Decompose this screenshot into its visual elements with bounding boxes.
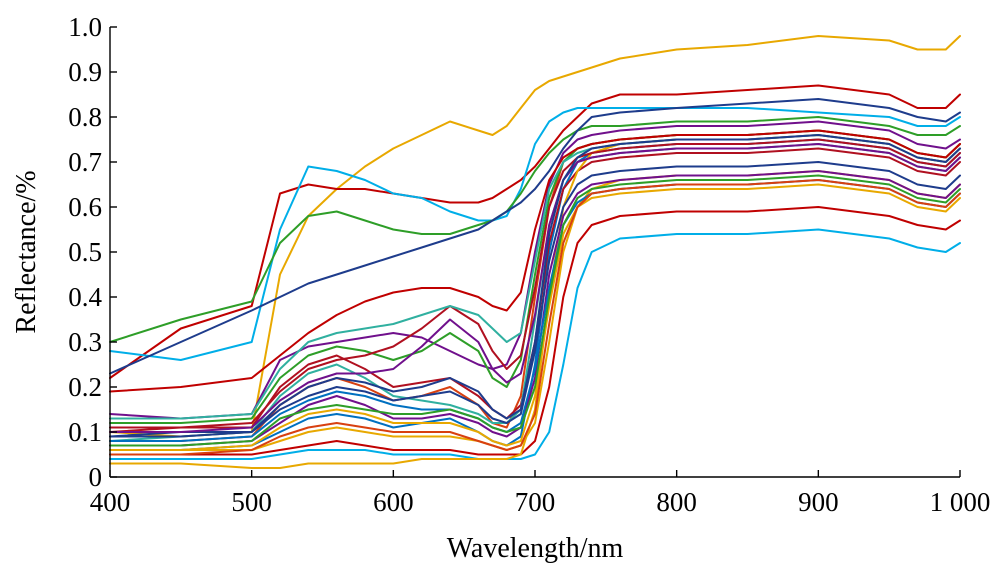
series-line-18	[109, 138, 961, 429]
series-line-1	[109, 35, 961, 438]
x-tick-label: 900	[798, 487, 839, 517]
y-tick-label: 0	[89, 462, 103, 492]
y-tick-label: 0.5	[68, 237, 102, 267]
y-tick-label: 0.2	[68, 372, 102, 402]
x-tick-label: 1 000	[930, 487, 991, 517]
series-line-23	[109, 143, 961, 433]
series-line-2	[109, 84, 961, 379]
series-line-24	[109, 174, 961, 447]
series-line-22	[109, 183, 961, 451]
x-tick-label: 600	[373, 487, 414, 517]
y-tick-label: 0.8	[68, 102, 102, 132]
series-line-5	[109, 98, 961, 375]
series-line-16	[109, 161, 961, 438]
series-lines	[109, 35, 961, 469]
y-tick-label: 0.6	[68, 192, 102, 222]
series-line-4	[109, 116, 961, 343]
x-tick-label: 800	[656, 487, 697, 517]
y-tick-label: 1.0	[68, 12, 102, 42]
y-tick-label: 0.3	[68, 327, 102, 357]
y-tick-label: 0.9	[68, 57, 102, 87]
x-axis-title: Wavelength/nm	[447, 533, 624, 564]
x-tick-label: 700	[515, 487, 556, 517]
x-tick-label: 400	[90, 487, 131, 517]
series-line-3	[109, 107, 961, 361]
series-line-26	[109, 179, 961, 456]
y-tick-label: 0.4	[68, 282, 102, 312]
series-line-21	[109, 129, 961, 393]
x-tick-label: 500	[231, 487, 272, 517]
series-line-25	[109, 134, 961, 438]
y-tick-label: 0.1	[68, 417, 102, 447]
y-tick-label: 0.7	[68, 147, 102, 177]
series-line-13	[109, 228, 961, 460]
axes: 400 500 600 700 800 900 1 000 0 0.1 0.2 0.3 0.4 0.5 0…	[68, 12, 990, 517]
y-axis-title: Reflectance/%	[11, 170, 42, 333]
